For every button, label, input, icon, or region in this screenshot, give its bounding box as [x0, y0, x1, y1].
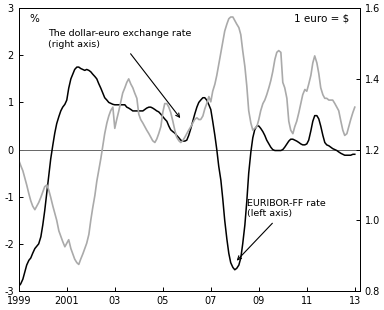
- Text: The dollar-euro exchange rate
(right axis): The dollar-euro exchange rate (right axi…: [48, 29, 191, 117]
- Text: %: %: [29, 14, 39, 24]
- Text: 1 euro = $: 1 euro = $: [294, 14, 349, 24]
- Text: EURIBOR-FF rate
(left axis): EURIBOR-FF rate (left axis): [238, 199, 326, 260]
